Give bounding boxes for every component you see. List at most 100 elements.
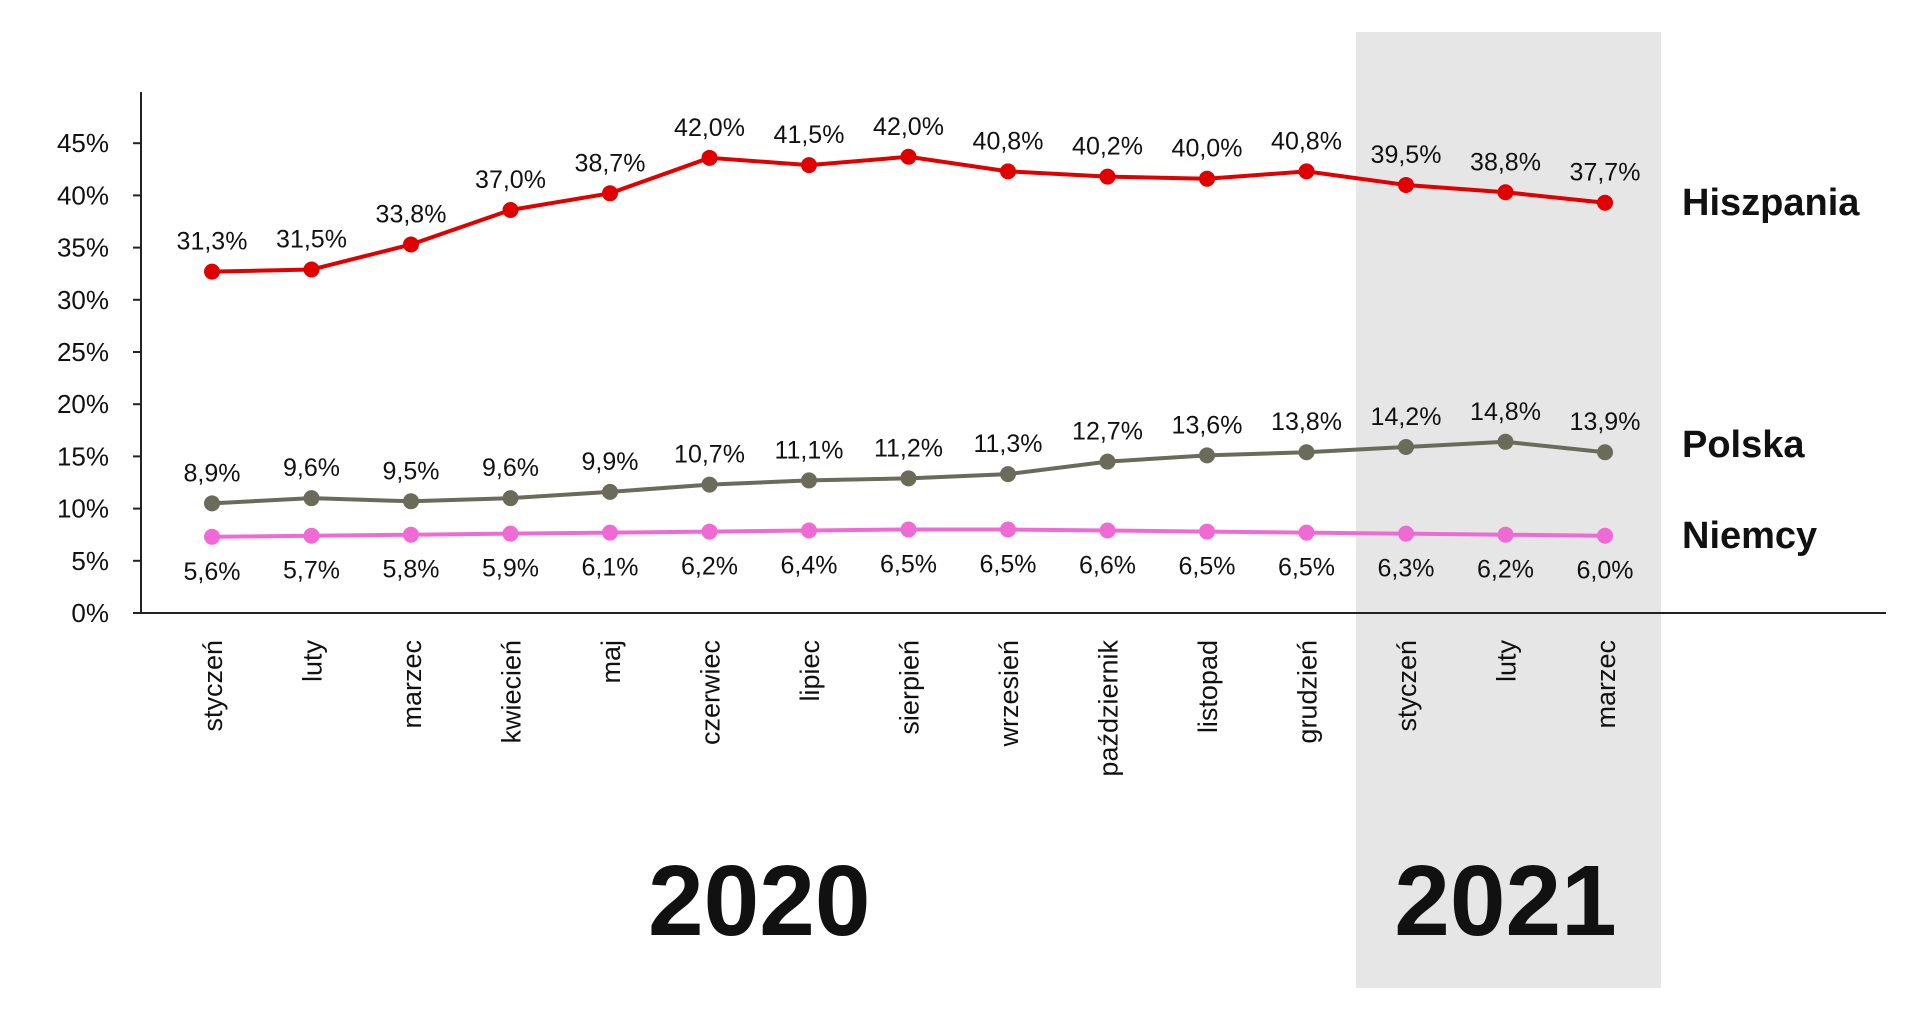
data-point-polska[interactable]	[403, 493, 419, 510]
y-tick-label: 5%	[71, 546, 109, 576]
data-label-polska: 13,6%	[1172, 411, 1243, 439]
data-point-niemcy[interactable]	[1199, 523, 1215, 540]
data-label-niemcy: 5,9%	[482, 555, 539, 583]
year-label-2021: 2021	[1394, 845, 1616, 957]
data-label-hiszpania: 42,0%	[873, 113, 944, 141]
y-tick-label: 25%	[57, 337, 109, 367]
data-label-polska: 9,6%	[283, 454, 340, 482]
data-point-polska[interactable]	[303, 490, 320, 507]
series-name-polska: Polska	[1682, 424, 1805, 466]
data-point-hiszpania[interactable]	[801, 157, 817, 174]
x-category-label: styczeń	[198, 640, 228, 732]
data-label-polska: 13,8%	[1271, 408, 1342, 436]
data-point-hiszpania[interactable]	[1398, 176, 1414, 193]
data-point-hiszpania[interactable]	[1597, 194, 1613, 211]
data-point-hiszpania[interactable]	[602, 185, 618, 202]
data-point-hiszpania[interactable]	[1099, 168, 1116, 185]
data-point-polska[interactable]	[1298, 444, 1315, 461]
data-point-hiszpania[interactable]	[204, 263, 220, 280]
data-point-niemcy[interactable]	[303, 527, 320, 544]
data-point-niemcy[interactable]	[204, 528, 220, 545]
data-point-hiszpania[interactable]	[1298, 163, 1315, 180]
data-label-niemcy: 6,6%	[1079, 552, 1136, 580]
y-tick-label: 45%	[57, 128, 109, 158]
data-label-hiszpania: 38,7%	[575, 149, 646, 177]
x-category-label: październik	[1094, 640, 1124, 777]
data-label-niemcy: 6,2%	[1477, 556, 1534, 584]
data-point-polska[interactable]	[900, 470, 917, 487]
data-label-niemcy: 6,5%	[980, 550, 1037, 578]
data-point-niemcy[interactable]	[502, 525, 519, 542]
x-category-label: lipiec	[795, 640, 825, 702]
data-point-hiszpania[interactable]	[900, 148, 917, 165]
data-point-polska[interactable]	[701, 476, 718, 493]
data-point-polska[interactable]	[1099, 453, 1116, 470]
data-point-niemcy[interactable]	[900, 521, 917, 538]
data-label-polska: 9,5%	[383, 457, 440, 485]
data-label-polska: 11,3%	[973, 430, 1042, 458]
x-category-label: kwiecień	[497, 640, 527, 744]
data-point-hiszpania[interactable]	[502, 202, 519, 219]
data-label-polska: 12,7%	[1072, 418, 1143, 446]
y-tick-label: 15%	[57, 441, 109, 471]
data-point-hiszpania[interactable]	[1497, 184, 1514, 201]
data-point-niemcy[interactable]	[701, 523, 718, 540]
data-point-niemcy[interactable]	[1000, 521, 1016, 538]
data-point-niemcy[interactable]	[403, 526, 419, 543]
data-point-polska[interactable]	[502, 490, 519, 507]
data-label-niemcy: 5,6%	[184, 558, 241, 586]
data-point-hiszpania[interactable]	[1000, 163, 1016, 180]
data-label-niemcy: 6,0%	[1577, 557, 1634, 585]
series-name-niemcy: Niemcy	[1682, 515, 1817, 557]
data-label-polska: 10,7%	[674, 441, 745, 469]
data-label-niemcy: 5,7%	[283, 557, 340, 585]
data-label-polska: 14,8%	[1470, 398, 1541, 426]
x-category-label: luty	[298, 640, 328, 683]
data-point-polska[interactable]	[1000, 466, 1016, 483]
x-category-label: czerwiec	[696, 640, 726, 745]
data-point-niemcy[interactable]	[1099, 522, 1116, 539]
data-label-hiszpania: 31,3%	[177, 228, 248, 256]
data-point-hiszpania[interactable]	[303, 261, 320, 278]
data-label-niemcy: 6,4%	[781, 552, 838, 580]
data-label-polska: 14,2%	[1371, 403, 1442, 431]
y-tick-label: 10%	[57, 494, 109, 524]
x-category-label: maj	[596, 640, 626, 684]
data-label-niemcy: 6,5%	[1179, 553, 1236, 581]
data-label-hiszpania: 37,7%	[1570, 159, 1641, 187]
data-point-polska[interactable]	[1199, 447, 1215, 464]
data-point-polska[interactable]	[1597, 444, 1613, 461]
data-label-hiszpania: 38,8%	[1470, 148, 1541, 176]
x-category-label: marzec	[1591, 640, 1621, 729]
data-label-niemcy: 6,5%	[1278, 554, 1335, 582]
data-point-niemcy[interactable]	[1497, 526, 1514, 543]
data-point-niemcy[interactable]	[801, 522, 817, 539]
data-point-niemcy[interactable]	[1597, 527, 1613, 544]
y-tick-label: 35%	[57, 233, 109, 263]
data-point-hiszpania[interactable]	[701, 149, 718, 166]
data-label-hiszpania: 31,5%	[276, 226, 347, 254]
data-point-niemcy[interactable]	[602, 524, 618, 541]
data-point-polska[interactable]	[204, 495, 220, 512]
data-point-polska[interactable]	[1497, 433, 1514, 450]
data-label-polska: 8,9%	[184, 459, 241, 487]
data-label-polska: 11,2%	[874, 434, 943, 462]
data-label-polska: 11,1%	[774, 436, 843, 464]
x-category-label: luty	[1492, 640, 1522, 683]
data-point-niemcy[interactable]	[1398, 525, 1414, 542]
data-label-hiszpania: 41,5%	[774, 121, 845, 149]
data-point-hiszpania[interactable]	[1199, 170, 1215, 187]
data-label-hiszpania: 40,2%	[1072, 133, 1143, 161]
data-point-hiszpania[interactable]	[403, 236, 419, 253]
x-category-label: grudzień	[1293, 640, 1323, 744]
data-label-niemcy: 6,2%	[681, 553, 738, 581]
data-point-polska[interactable]	[1398, 439, 1414, 456]
x-category-label: wrzesień	[994, 640, 1024, 748]
data-point-niemcy[interactable]	[1298, 524, 1315, 541]
data-point-polska[interactable]	[602, 483, 618, 500]
data-label-hiszpania: 40,0%	[1172, 135, 1243, 163]
data-point-polska[interactable]	[801, 472, 817, 489]
data-label-polska: 13,9%	[1570, 408, 1641, 436]
